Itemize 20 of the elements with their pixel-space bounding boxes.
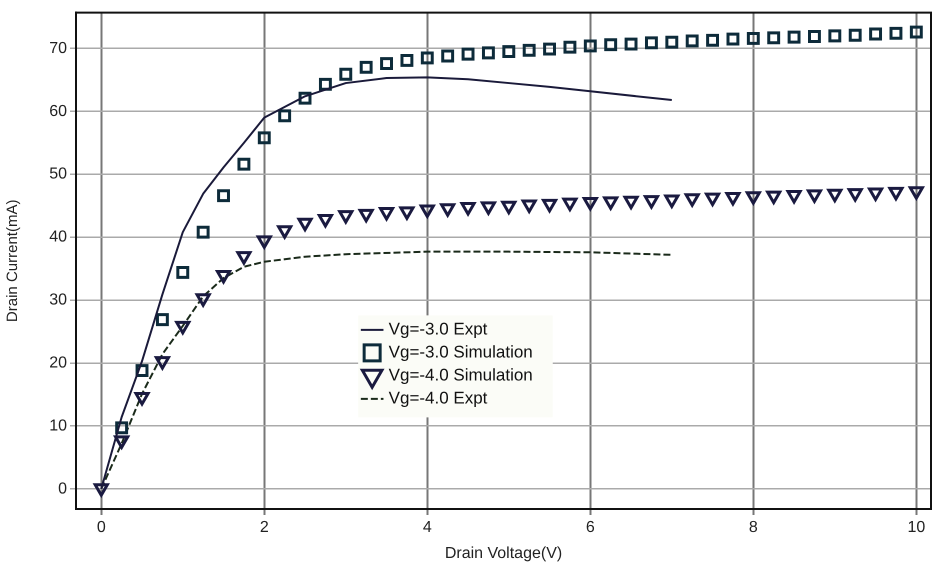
x-tick-label: 6 xyxy=(586,519,595,536)
y-tick-label: 20 xyxy=(49,354,68,372)
legend-label: Vg=-3.0 Simulation xyxy=(388,342,533,362)
x-tick-label: 0 xyxy=(96,519,106,536)
legend-label: Vg=-3.0 Expt xyxy=(388,320,488,339)
y-tick-label: 0 xyxy=(58,480,68,498)
x-tick-label: 2 xyxy=(260,519,269,536)
y-tick-label: 40 xyxy=(49,228,68,246)
legend-label: Vg=-4.0 Expt xyxy=(388,388,488,408)
x-tick-label: 4 xyxy=(422,519,432,536)
y-tick-label: 60 xyxy=(49,102,68,120)
y-tick-label: 10 xyxy=(49,417,68,434)
x-tick-label: 8 xyxy=(748,519,758,536)
x-tick-label: 10 xyxy=(907,519,926,536)
legend-label: Vg=-4.0 Simulation xyxy=(388,366,533,385)
y-tick-label: 70 xyxy=(49,40,68,57)
y-axis-title: Drain Current(mA) xyxy=(4,200,22,322)
y-tick-label: 50 xyxy=(49,166,68,183)
x-axis-title: Drain Voltage(V) xyxy=(444,544,562,562)
y-tick-label: 30 xyxy=(49,292,68,309)
